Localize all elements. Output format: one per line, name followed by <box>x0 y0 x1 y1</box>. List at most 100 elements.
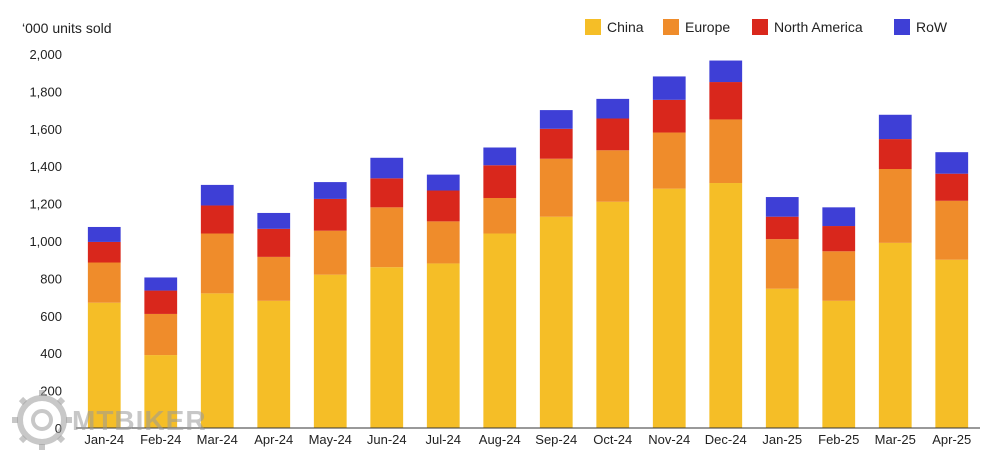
bar-segment-china <box>878 242 912 428</box>
bar-segment-china <box>370 267 404 428</box>
bar-segment-row <box>652 76 686 100</box>
x-tick-label: Jul-24 <box>426 432 461 447</box>
y-tick-label: 400 <box>40 346 62 361</box>
x-tick-labels: Jan-24 Feb-24 Mar-24 Apr-24 May-24 Jun-24 Jul-… <box>84 432 971 447</box>
x-tick-label: Feb-25 <box>818 432 859 447</box>
y-tick-label: 1,200 <box>29 197 62 212</box>
bar-segment-europe <box>313 230 347 275</box>
x-tick-label: Apr-25 <box>932 432 971 447</box>
bar-segment-china <box>935 259 969 428</box>
legend-swatch <box>585 19 601 35</box>
bar-segment-row <box>200 184 234 206</box>
bar-segment-europe <box>539 158 573 217</box>
bar-segment-row <box>822 207 856 227</box>
legend-swatch <box>752 19 768 35</box>
legend-label: RoW <box>916 19 948 35</box>
legend-label: North America <box>774 19 863 35</box>
bar-segment-china <box>483 233 517 428</box>
x-tick-label: Oct-24 <box>593 432 632 447</box>
bar-segment-china <box>539 216 573 428</box>
bar-segment-north-america <box>596 118 630 151</box>
bar-segment-north-america <box>313 198 347 231</box>
y-tick-label: 2,000 <box>29 47 62 62</box>
y-tick-label: 1,800 <box>29 84 62 99</box>
bar-segment-north-america <box>765 216 799 240</box>
x-tick-label: Jun-24 <box>367 432 407 447</box>
bar-segment-north-america <box>257 228 291 257</box>
x-tick-label: Dec-24 <box>705 432 747 447</box>
bar-segment-row <box>257 212 291 229</box>
y-tick-label: 1,400 <box>29 159 62 174</box>
bar-segment-north-america <box>539 128 573 159</box>
bar-segment-north-america <box>483 165 517 198</box>
x-tick-label: Feb-24 <box>140 432 181 447</box>
bar-segment-europe <box>652 132 686 189</box>
legend-swatch <box>663 19 679 35</box>
x-tick-label: Mar-25 <box>875 432 916 447</box>
y-tick-label: 600 <box>40 309 62 324</box>
bar-segment-row <box>539 110 573 129</box>
bar-segment-china <box>765 288 799 428</box>
bar-segment-row <box>313 182 347 199</box>
bar-segment-row <box>709 60 743 83</box>
x-tick-label: Aug-24 <box>479 432 521 447</box>
bar-segment-row <box>144 277 178 291</box>
bar-segment-china <box>426 263 460 428</box>
bar-segment-row <box>87 226 121 242</box>
bar-segment-europe <box>370 207 404 268</box>
bar-segment-row <box>878 114 912 140</box>
legend: China Europe North America RoW <box>585 19 948 35</box>
legend-swatch <box>894 19 910 35</box>
y-axis-label: ‘000 units sold <box>22 20 112 36</box>
bar-segment-north-america <box>822 226 856 252</box>
x-tick-label: May-24 <box>309 432 352 447</box>
bar-segment-europe <box>144 313 178 356</box>
bar-segment-china <box>200 293 234 428</box>
bar-segment-north-america <box>144 290 178 314</box>
y-tick-labels: 0 200 400 600 800 1,000 1,200 1,400 1,600 1,800 2,… <box>29 47 62 436</box>
bar-segment-europe <box>935 200 969 260</box>
x-tick-label: Jan-24 <box>84 432 124 447</box>
y-tick-label: 0 <box>55 421 62 436</box>
bar-segment-north-america <box>200 205 234 234</box>
bar-segment-north-america <box>652 99 686 133</box>
watermark: MTBIKER <box>12 390 207 450</box>
bar-segment-europe <box>765 239 799 289</box>
y-tick-label: 800 <box>40 271 62 286</box>
bar-segment-north-america <box>87 241 121 263</box>
bar-segment-row <box>426 174 460 191</box>
bar-segment-europe <box>709 119 743 184</box>
x-tick-label: Nov-24 <box>648 432 690 447</box>
bar-segment-europe <box>483 197 517 234</box>
bar-segment-china <box>144 355 178 428</box>
bar-segment-europe <box>87 262 121 303</box>
bar-segment-row <box>483 147 517 166</box>
x-tick-label: Apr-24 <box>254 432 293 447</box>
bar-segment-china <box>822 300 856 428</box>
bar-segment-china <box>652 188 686 428</box>
bar-segment-row <box>370 157 404 179</box>
y-tick-label: 200 <box>40 384 62 399</box>
bar-segment-row <box>765 197 799 217</box>
bar-segment-north-america <box>426 190 460 222</box>
bar-segment-europe <box>878 169 912 243</box>
bar-segment-north-america <box>878 139 912 170</box>
bar-segment-europe <box>426 221 460 264</box>
bar-segment-europe <box>822 251 856 301</box>
x-tick-label: Jan-25 <box>762 432 802 447</box>
watermark-text: MTBIKER <box>72 405 207 436</box>
bar-segment-china <box>313 274 347 428</box>
bar-segment-europe <box>596 150 630 202</box>
bar-segment-north-america <box>370 178 404 208</box>
bar-segment-europe <box>257 256 291 301</box>
legend-label: Europe <box>685 19 730 35</box>
bars <box>87 60 969 428</box>
bar-segment-north-america <box>935 173 969 201</box>
x-tick-label: Sep-24 <box>535 432 577 447</box>
bar-segment-north-america <box>709 82 743 120</box>
bar-segment-china <box>257 300 291 428</box>
gear-icon <box>12 390 72 450</box>
y-tick-label: 1,000 <box>29 234 62 249</box>
bar-segment-china <box>87 302 121 428</box>
